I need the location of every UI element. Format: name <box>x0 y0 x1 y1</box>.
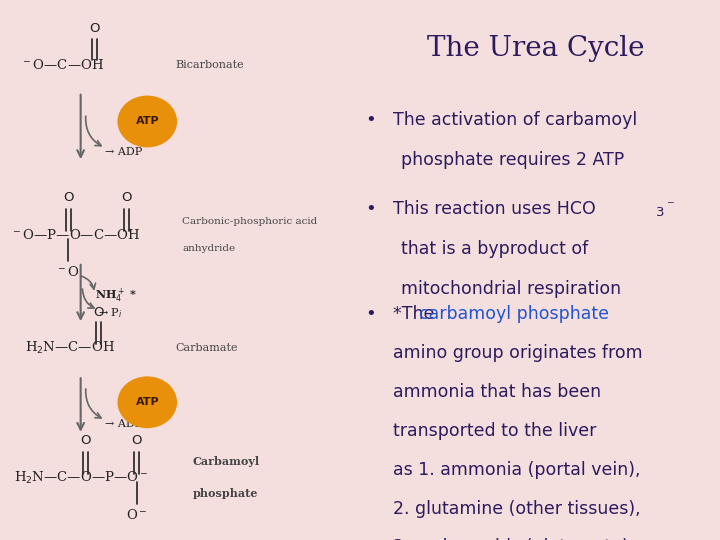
Text: O: O <box>89 22 100 35</box>
Text: anhydride: anhydride <box>182 244 235 253</box>
Text: ⁻: ⁻ <box>666 198 673 213</box>
Text: O: O <box>81 434 91 447</box>
Text: ATP: ATP <box>135 397 159 407</box>
Text: phosphate: phosphate <box>193 488 258 498</box>
Text: This reaction uses HCO: This reaction uses HCO <box>393 200 596 218</box>
Text: Carbamoyl: Carbamoyl <box>193 456 260 467</box>
Text: mitochondrial respiration: mitochondrial respiration <box>400 280 621 298</box>
Text: 2. glutamine (other tissues),: 2. glutamine (other tissues), <box>393 500 641 517</box>
Text: O: O <box>132 434 142 447</box>
Text: Carbamate: Carbamate <box>176 343 238 353</box>
FancyArrowPatch shape <box>81 276 96 289</box>
Text: amino group originates from: amino group originates from <box>393 344 643 362</box>
FancyArrowPatch shape <box>83 289 94 308</box>
Text: O$^-$: O$^-$ <box>126 508 148 522</box>
Text: carbamoyl phosphate: carbamoyl phosphate <box>419 305 609 323</box>
Text: O: O <box>121 191 132 204</box>
Text: transported to the liver: transported to the liver <box>393 422 596 440</box>
FancyArrowPatch shape <box>86 116 101 146</box>
Text: The activation of carbamoyl: The activation of carbamoyl <box>393 111 637 129</box>
Text: •: • <box>366 200 376 218</box>
Text: •: • <box>366 111 376 129</box>
Text: Bicarbonate: Bicarbonate <box>176 60 244 70</box>
Text: Carbonic-phosphoric acid: Carbonic-phosphoric acid <box>182 217 318 226</box>
Text: → ADP: → ADP <box>105 420 143 429</box>
Text: 3: 3 <box>656 206 665 219</box>
Text: $^-$O—C—OH: $^-$O—C—OH <box>21 58 104 72</box>
Text: The Urea Cycle: The Urea Cycle <box>426 35 644 62</box>
Text: → P$_i$: → P$_i$ <box>98 306 122 320</box>
Text: ammonia that has been: ammonia that has been <box>393 383 601 401</box>
Ellipse shape <box>117 376 177 428</box>
Text: H$_2$N—C—O—P—O$^-$: H$_2$N—C—O—P—O$^-$ <box>14 470 148 486</box>
Text: that is a byproduct of: that is a byproduct of <box>400 240 588 258</box>
Text: as 1. ammonia (portal vein),: as 1. ammonia (portal vein), <box>393 461 641 478</box>
Text: O: O <box>63 191 73 204</box>
Text: *The: *The <box>393 305 440 323</box>
Text: $^-$O: $^-$O <box>56 265 81 279</box>
Text: H$_2$N—C—OH: H$_2$N—C—OH <box>24 340 114 356</box>
Text: $^-$O—P—O—C—OH: $^-$O—P—O—C—OH <box>11 228 140 242</box>
Text: → ADP: → ADP <box>105 147 143 157</box>
FancyArrowPatch shape <box>86 389 101 418</box>
Text: 3. amino acids (glutamate): 3. amino acids (glutamate) <box>393 538 629 540</box>
Text: ATP: ATP <box>135 117 159 126</box>
Text: NH$_4^+$ *: NH$_4^+$ * <box>94 287 137 305</box>
Text: phosphate requires 2 ATP: phosphate requires 2 ATP <box>400 151 624 169</box>
Text: O: O <box>93 306 104 319</box>
Text: •: • <box>366 305 376 323</box>
Ellipse shape <box>117 96 177 147</box>
